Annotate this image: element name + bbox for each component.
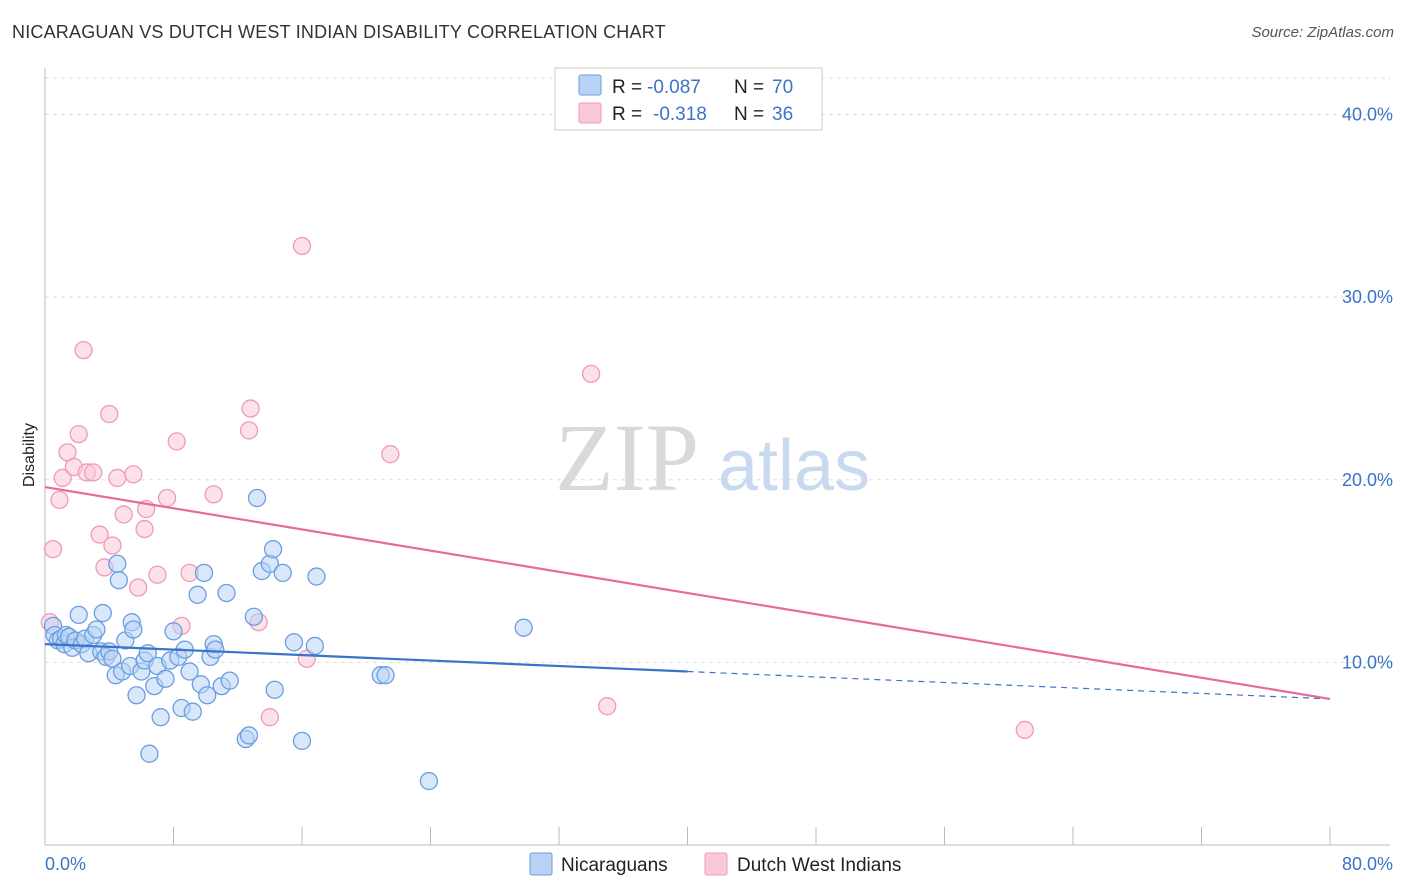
y-tick-label: 30.0% — [1342, 287, 1393, 307]
point-nicaraguans — [180, 662, 199, 681]
point-nicaraguans — [273, 563, 292, 583]
point-dutch-west-indians — [84, 463, 103, 482]
legend-r-value-dutch-west-indians: -0.318 — [653, 104, 707, 125]
point-nicaraguans — [307, 567, 326, 586]
trend-line-nicaraguans — [44, 643, 688, 673]
point-nicaraguans — [265, 680, 284, 699]
trend-line-nicaraguans-extrapolated — [687, 670, 1331, 700]
trend-lines — [44, 485, 1331, 700]
point-dutch-west-indians — [74, 340, 93, 360]
bottom-legend-swatch-dutch-west-indians — [704, 852, 728, 876]
point-dutch-west-indians — [581, 364, 601, 383]
legend-r-label-nicaraguans: R = — [612, 77, 642, 98]
point-nicaraguans — [183, 702, 202, 721]
legend-r-value-nicaraguans: -0.087 — [647, 77, 701, 98]
point-dutch-west-indians — [239, 421, 259, 440]
trend-line-dutch-west-indians — [44, 485, 1331, 700]
point-dutch-west-indians — [260, 708, 280, 727]
point-dutch-west-indians — [148, 565, 167, 584]
legend-n-label-dutch-west-indians: N = — [734, 104, 764, 125]
point-dutch-west-indians — [50, 490, 69, 510]
gridlines — [45, 77, 1390, 663]
point-nicaraguans — [376, 666, 395, 685]
y-tick-label: 10.0% — [1342, 652, 1393, 672]
bottom-legend-label-nicaraguans: Nicaraguans — [561, 855, 668, 876]
x-tick-label-min: 0.0% — [45, 854, 86, 874]
point-nicaraguans — [206, 640, 225, 659]
point-nicaraguans — [140, 744, 159, 763]
legend-swatch-dutch-west-indians — [578, 102, 602, 124]
point-nicaraguans — [244, 607, 263, 626]
point-nicaraguans — [188, 585, 207, 604]
point-nicaraguans — [263, 540, 283, 559]
legend-n-value-nicaraguans: 70 — [772, 77, 793, 98]
watermark-atlas: atlas — [718, 426, 870, 506]
point-dutch-west-indians — [69, 424, 88, 444]
point-dutch-west-indians — [53, 468, 72, 488]
point-nicaraguans — [419, 771, 439, 791]
point-dutch-west-indians — [100, 404, 119, 424]
point-nicaraguans — [247, 488, 267, 508]
point-nicaraguans — [87, 620, 106, 639]
point-nicaraguans — [164, 622, 183, 641]
point-dutch-west-indians — [129, 578, 148, 597]
point-nicaraguans — [108, 554, 127, 573]
point-dutch-west-indians — [1015, 720, 1034, 740]
point-dutch-west-indians — [114, 505, 133, 524]
legend-swatch-nicaraguans — [578, 74, 602, 96]
point-dutch-west-indians — [292, 236, 312, 256]
point-dutch-west-indians — [241, 399, 260, 418]
y-axis-title: Disability — [21, 423, 38, 487]
axes — [44, 68, 1390, 846]
series-legend: Nicaraguans Dutch West Indians — [529, 852, 901, 876]
point-nicaraguans — [292, 731, 312, 751]
legend-n-value-dutch-west-indians: 36 — [772, 104, 793, 125]
point-nicaraguans — [220, 671, 239, 690]
point-dutch-west-indians — [157, 488, 177, 508]
point-nicaraguans — [217, 583, 236, 603]
point-nicaraguans — [198, 686, 217, 705]
point-dutch-west-indians — [43, 540, 63, 559]
tick-labels: 10.0% 20.0% 30.0% 40.0% 0.0% 80.0% — [45, 105, 1393, 874]
legend-r-label-dutch-west-indians: R = — [612, 104, 642, 125]
point-dutch-west-indians — [124, 465, 143, 484]
y-tick-label: 20.0% — [1342, 470, 1393, 490]
point-dutch-west-indians — [167, 432, 186, 451]
point-nicaraguans — [284, 633, 304, 652]
point-dutch-west-indians — [135, 519, 154, 539]
point-nicaraguans — [514, 618, 533, 637]
point-dutch-west-indians — [204, 485, 223, 504]
point-nicaraguans — [124, 620, 143, 639]
point-dutch-west-indians — [108, 468, 127, 488]
point-nicaraguans — [151, 708, 170, 727]
point-nicaraguans — [239, 726, 259, 745]
watermark-zip: ZIP — [555, 404, 699, 511]
point-dutch-west-indians — [90, 525, 109, 544]
point-nicaraguans — [194, 563, 214, 583]
point-dutch-west-indians — [381, 445, 400, 464]
chart-title: NICARAGUAN VS DUTCH WEST INDIAN DISABILI… — [12, 22, 666, 42]
y-tick-label: 40.0% — [1342, 105, 1393, 125]
point-nicaraguans — [93, 603, 112, 623]
correlation-legend: R = -0.087 N = 70 R = -0.318 N = 36 — [554, 67, 823, 131]
point-nicaraguans — [69, 605, 88, 625]
point-nicaraguans — [305, 636, 325, 656]
point-nicaraguans — [156, 669, 175, 688]
bottom-legend-label-dutch-west-indians: Dutch West Indians — [737, 855, 901, 876]
legend-n-label-nicaraguans: N = — [734, 77, 764, 98]
data-points — [40, 236, 1034, 791]
bottom-legend-swatch-nicaraguans — [529, 852, 553, 876]
point-nicaraguans — [109, 571, 129, 590]
point-dutch-west-indians — [598, 697, 617, 716]
x-tick-label-max: 80.0% — [1342, 854, 1393, 874]
point-dutch-west-indians — [103, 536, 122, 555]
point-nicaraguans — [127, 686, 146, 705]
source-label: Source: ZipAtlas.com — [1251, 24, 1394, 41]
